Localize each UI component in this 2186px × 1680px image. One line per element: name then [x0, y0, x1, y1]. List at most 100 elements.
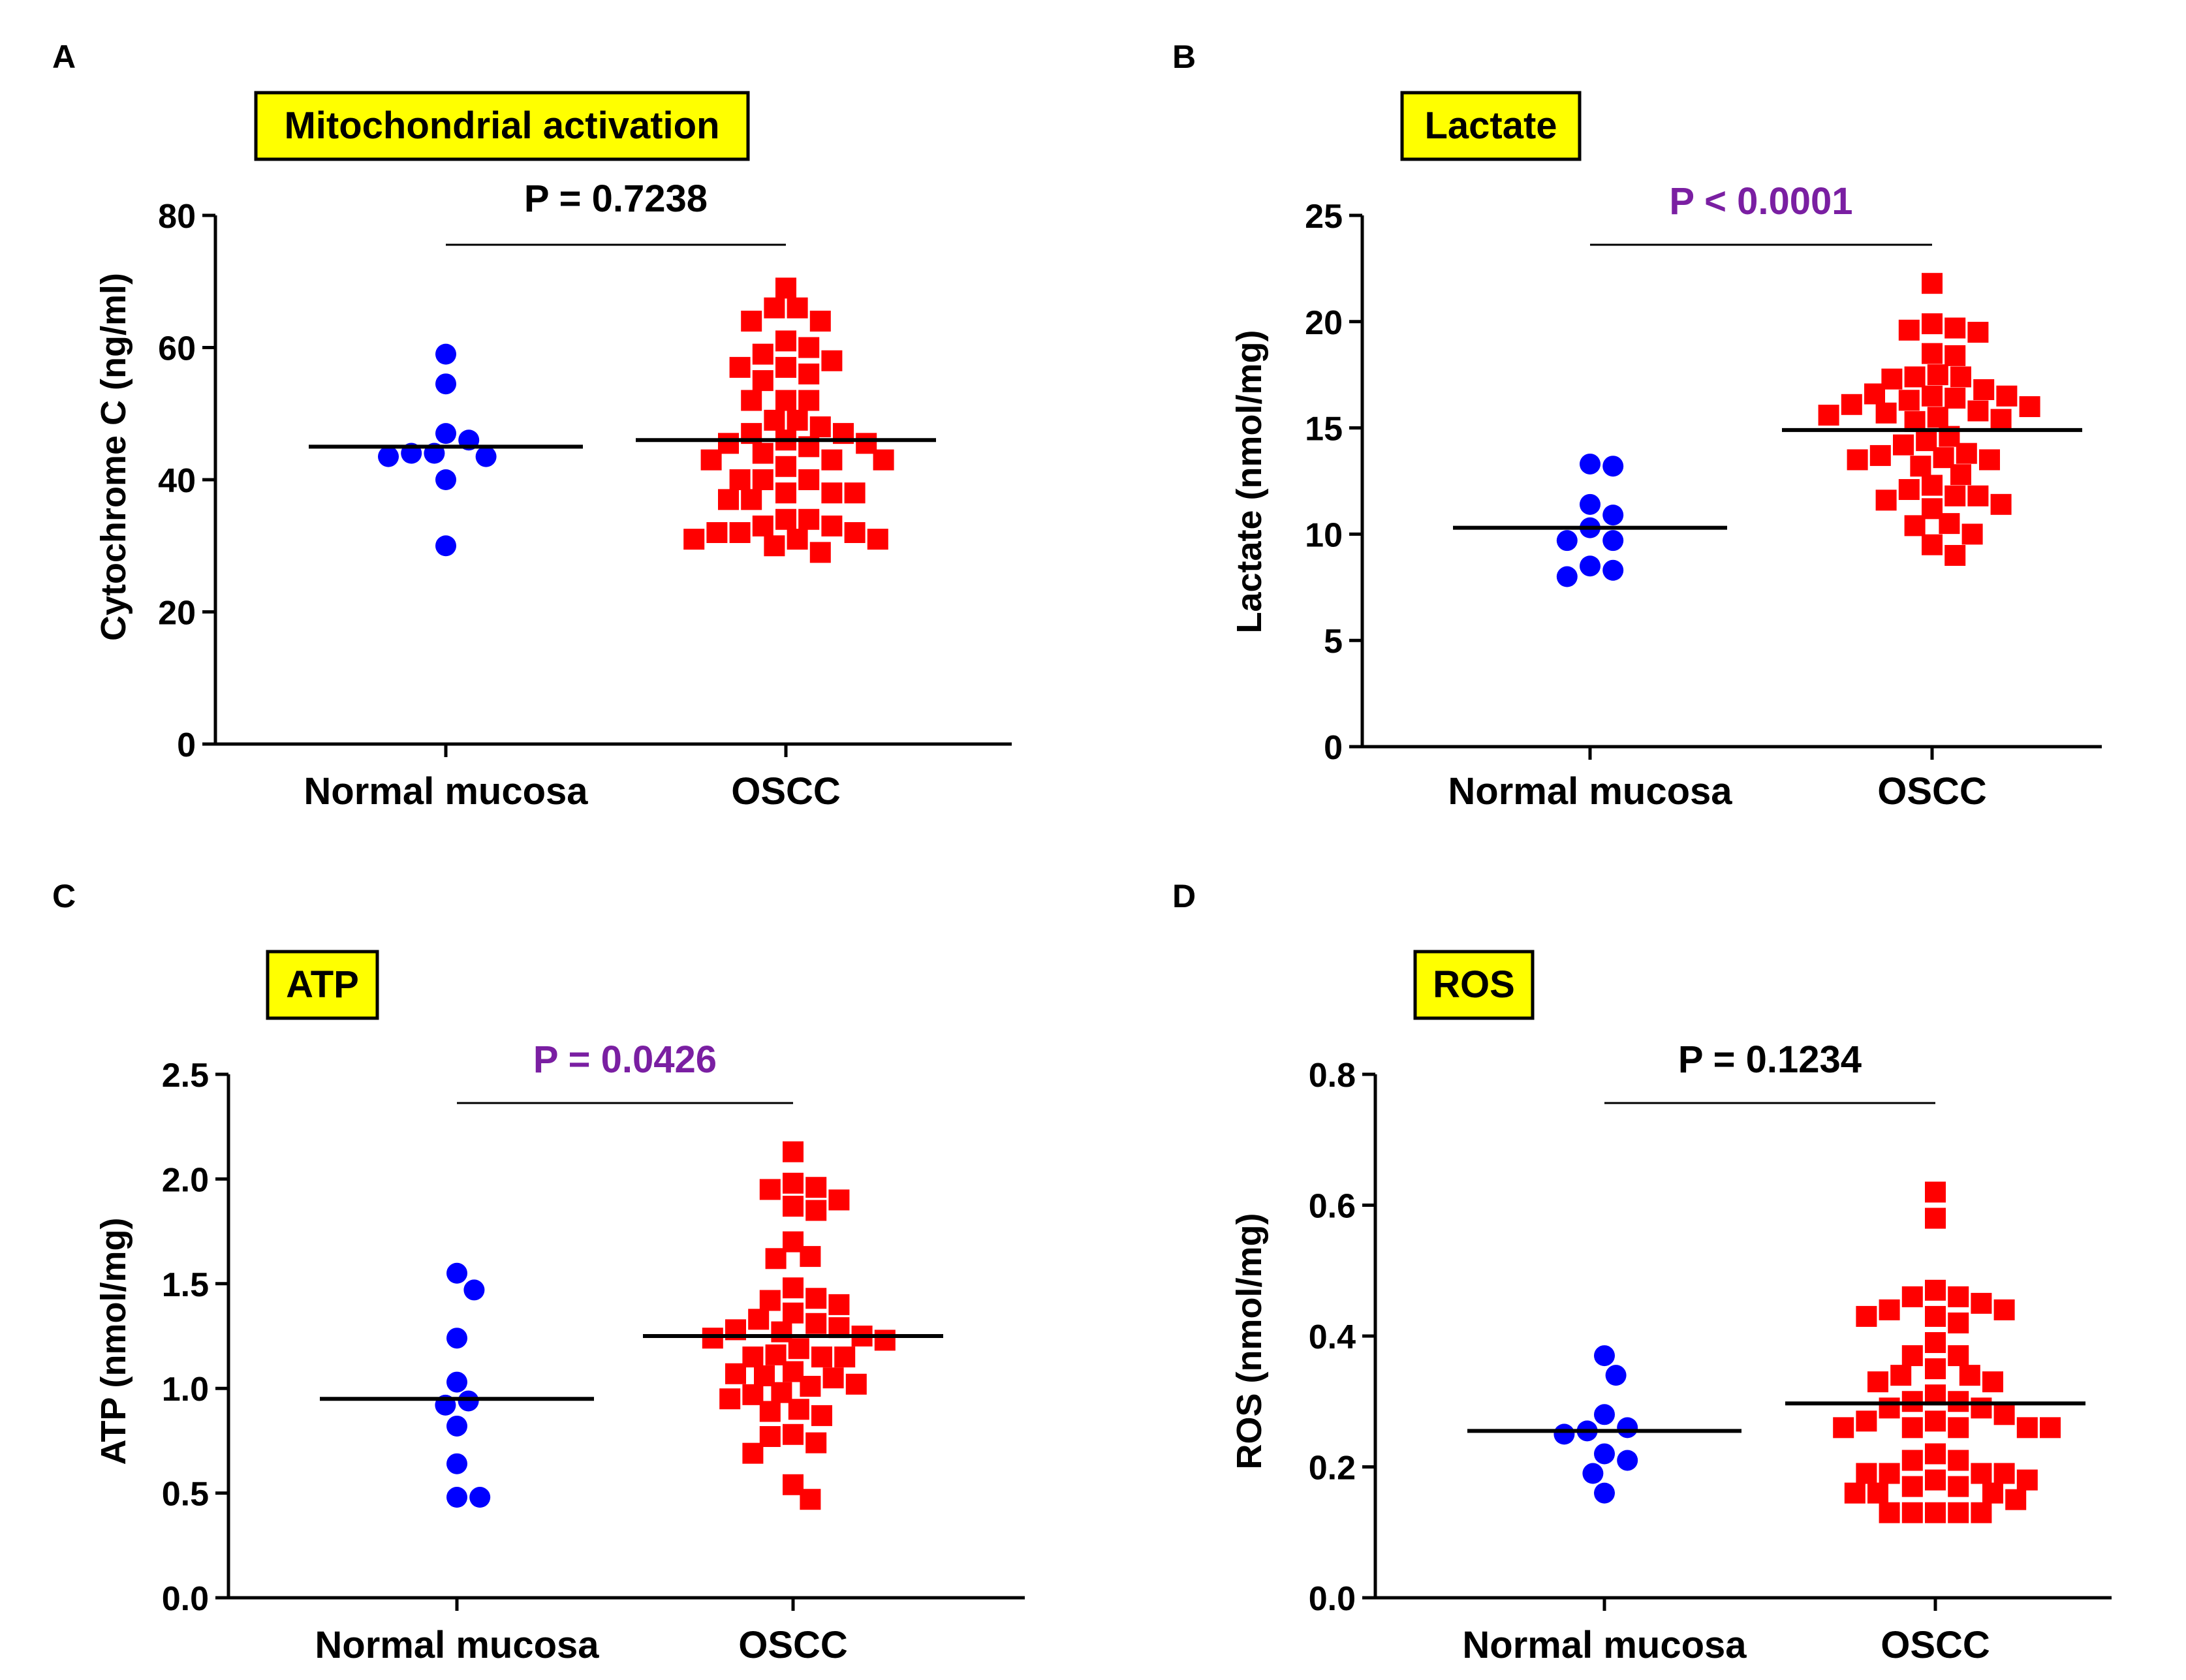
data-point-oscc — [1971, 1292, 1992, 1314]
data-point-normal — [446, 1371, 467, 1393]
data-point-oscc — [1925, 1443, 1946, 1465]
panel-label: B — [1172, 39, 1196, 75]
data-point-oscc — [1996, 385, 2018, 407]
data-point-oscc — [800, 1246, 821, 1268]
data-point-oscc — [834, 1346, 856, 1368]
data-point-oscc — [1898, 390, 1920, 411]
data-point-oscc — [1948, 1345, 1969, 1367]
data-point-oscc — [805, 1200, 827, 1221]
data-point-oscc — [783, 1423, 804, 1445]
data-point-oscc — [811, 1346, 832, 1368]
data-point-normal — [1602, 530, 1624, 552]
data-point-oscc — [1875, 402, 1897, 424]
p-value-label: P < 0.0001 — [1669, 180, 1852, 223]
y-tick-label: 0.0 — [1309, 1580, 1356, 1618]
data-point-oscc — [1922, 343, 1943, 364]
data-point-oscc — [752, 469, 773, 490]
y-axis-label: ATP (nmol/mg) — [94, 1218, 133, 1465]
data-point-oscc — [759, 1290, 781, 1311]
panel-d: D ROS ROS (nmol/mg) 0.0 0.2 0.4 0.6 0.8 Norma… — [1172, 878, 2112, 1666]
y-axis-label: Cytochrome C (ng/ml) — [94, 273, 133, 641]
data-point-oscc — [775, 456, 796, 477]
data-point-normal — [1617, 1417, 1638, 1439]
y-tick-label: 10 — [1305, 516, 1343, 554]
data-point-oscc — [1922, 313, 1943, 335]
data-point-oscc — [809, 416, 831, 437]
data-point-normal — [469, 1487, 491, 1508]
data-point-normal — [435, 535, 456, 557]
data-point-oscc — [783, 1277, 804, 1299]
data-point-normal — [446, 1262, 467, 1284]
data-point-oscc — [1967, 322, 1989, 343]
data-point-oscc — [1818, 405, 1839, 426]
data-point-oscc — [1971, 1502, 1992, 1523]
data-point-oscc — [1973, 379, 1995, 400]
chart-title: Lactate — [1424, 104, 1557, 147]
y-tick-label: 15 — [1305, 411, 1343, 448]
data-point-oscc — [1901, 1286, 1923, 1307]
y-tick-label: 1.5 — [162, 1266, 209, 1304]
data-point-oscc — [1922, 385, 1943, 407]
data-point-oscc — [1956, 443, 1977, 464]
data-point-normal — [1580, 453, 1600, 474]
p-value-label: P = 0.0426 — [533, 1038, 717, 1081]
data-point-oscc — [775, 277, 796, 299]
data-point-oscc — [1925, 1181, 1946, 1203]
data-point-oscc — [787, 297, 808, 319]
data-point-oscc — [2005, 1489, 2027, 1510]
data-point-oscc — [822, 1367, 844, 1389]
data-point-oscc — [1901, 1391, 1923, 1412]
data-point-normal — [1582, 1463, 1604, 1484]
data-point-normal — [435, 373, 456, 395]
data-point-normal — [458, 1390, 479, 1412]
data-point-oscc — [1927, 407, 1948, 428]
data-point-oscc — [1898, 479, 1920, 501]
y-tick-label: 0.4 — [1309, 1318, 1356, 1356]
y-tick-label: 0 — [177, 726, 196, 764]
title-box — [266, 950, 379, 1020]
y-tick-label: 0 — [1324, 729, 1343, 767]
data-point-oscc — [1844, 1482, 1866, 1504]
data-point-oscc — [2016, 1469, 2038, 1491]
data-point-oscc — [1841, 394, 1862, 415]
data-point-oscc — [809, 542, 831, 563]
x-tick-label: OSCC — [1881, 1624, 1990, 1666]
p-value-label: P = 0.7238 — [524, 178, 708, 220]
data-point-oscc — [1982, 1371, 2003, 1393]
data-point-oscc — [764, 297, 785, 319]
data-point-normal — [463, 1279, 485, 1301]
data-point-oscc — [800, 1489, 821, 1510]
data-point-oscc — [1925, 1358, 1946, 1380]
x-tick-label: OSCC — [1877, 770, 1987, 813]
data-point-normal — [1594, 1345, 1615, 1367]
panel-b: B Lactate Lactate (nmol/mg) 0 5 10 15 20 25 No… — [1172, 39, 2102, 813]
data-point-oscc — [1950, 366, 1971, 388]
data-point-normal — [435, 469, 456, 490]
data-point-oscc — [683, 529, 705, 550]
data-point-normal — [378, 446, 399, 467]
data-point-oscc — [741, 311, 762, 332]
data-point-oscc — [1893, 434, 1914, 456]
data-point-normal — [1580, 493, 1600, 515]
data-point-oscc — [1993, 1299, 2015, 1320]
data-point-oscc — [1879, 1463, 1900, 1484]
title-box — [254, 91, 750, 161]
data-point-oscc — [1950, 464, 1971, 486]
data-point-oscc — [1879, 1502, 1900, 1523]
data-point-oscc — [742, 1442, 764, 1464]
chart-area: 0.0 0.2 0.4 0.6 0.8 Normal mucosa OSCC P = 0.12… — [1309, 1038, 2112, 1666]
data-point-oscc — [783, 1302, 804, 1324]
data-point-oscc — [821, 350, 843, 371]
data-point-oscc — [2019, 396, 2040, 418]
y-tick-label: 80 — [158, 198, 196, 236]
data-point-oscc — [1833, 1417, 1854, 1439]
data-point-normal — [446, 1415, 467, 1437]
data-point-oscc — [775, 508, 796, 530]
y-tick-label: 0.2 — [1309, 1450, 1356, 1487]
data-point-oscc — [821, 482, 843, 504]
data-point-oscc — [800, 1375, 821, 1397]
data-point-oscc — [874, 1330, 896, 1351]
data-point-oscc — [1944, 345, 1966, 366]
data-point-oscc — [1867, 1482, 1888, 1504]
data-point-oscc — [1948, 1391, 1969, 1412]
